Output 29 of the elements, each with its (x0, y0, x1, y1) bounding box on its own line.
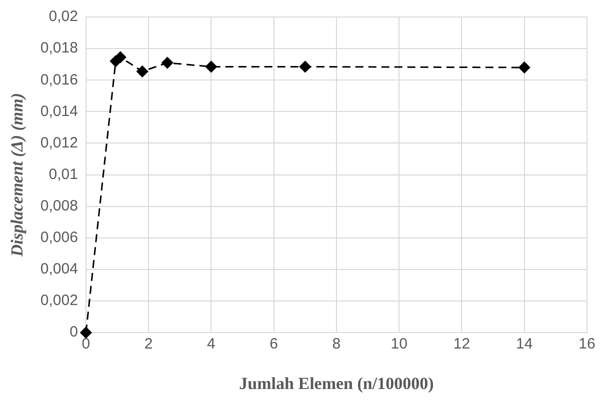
x-tick-label: 10 (390, 336, 408, 353)
y-tick-label: 0,018 (40, 40, 78, 57)
y-tick-label: 0,014 (40, 102, 78, 120)
x-tick-label: 16 (578, 336, 596, 353)
y-tick-label: 0,016 (40, 71, 78, 88)
x-axis-title: Jumlah Elemen (n/100000) (239, 374, 434, 394)
y-tick-label: 0,012 (40, 134, 78, 152)
point (299, 60, 311, 72)
y-tick-label: 0,02 (48, 8, 78, 26)
y-tick-label: 0,008 (40, 198, 78, 214)
x-tick-label: 2 (144, 336, 153, 353)
y-tick-label: 0 (70, 324, 78, 341)
point (114, 51, 126, 63)
y-tick-label: 0,01 (48, 166, 78, 183)
point (205, 60, 217, 72)
y-axis-title: Displacement (Δ) (mm) (8, 92, 27, 258)
y-tick-label: 0,006 (40, 229, 78, 246)
point (518, 62, 530, 74)
point (80, 326, 92, 338)
x-tick-label: 0 (82, 336, 90, 353)
x-tick-label: 8 (332, 336, 341, 353)
x-tick-label: 14 (516, 336, 533, 353)
point (162, 57, 174, 69)
x-tick-label: 12 (453, 336, 470, 353)
y-tick-label: 0,004 (40, 260, 78, 278)
x-tick-label: 4 (207, 336, 216, 353)
point (136, 66, 148, 78)
x-tick-label: 6 (270, 336, 278, 353)
y-tick-label: 0,002 (40, 292, 78, 310)
